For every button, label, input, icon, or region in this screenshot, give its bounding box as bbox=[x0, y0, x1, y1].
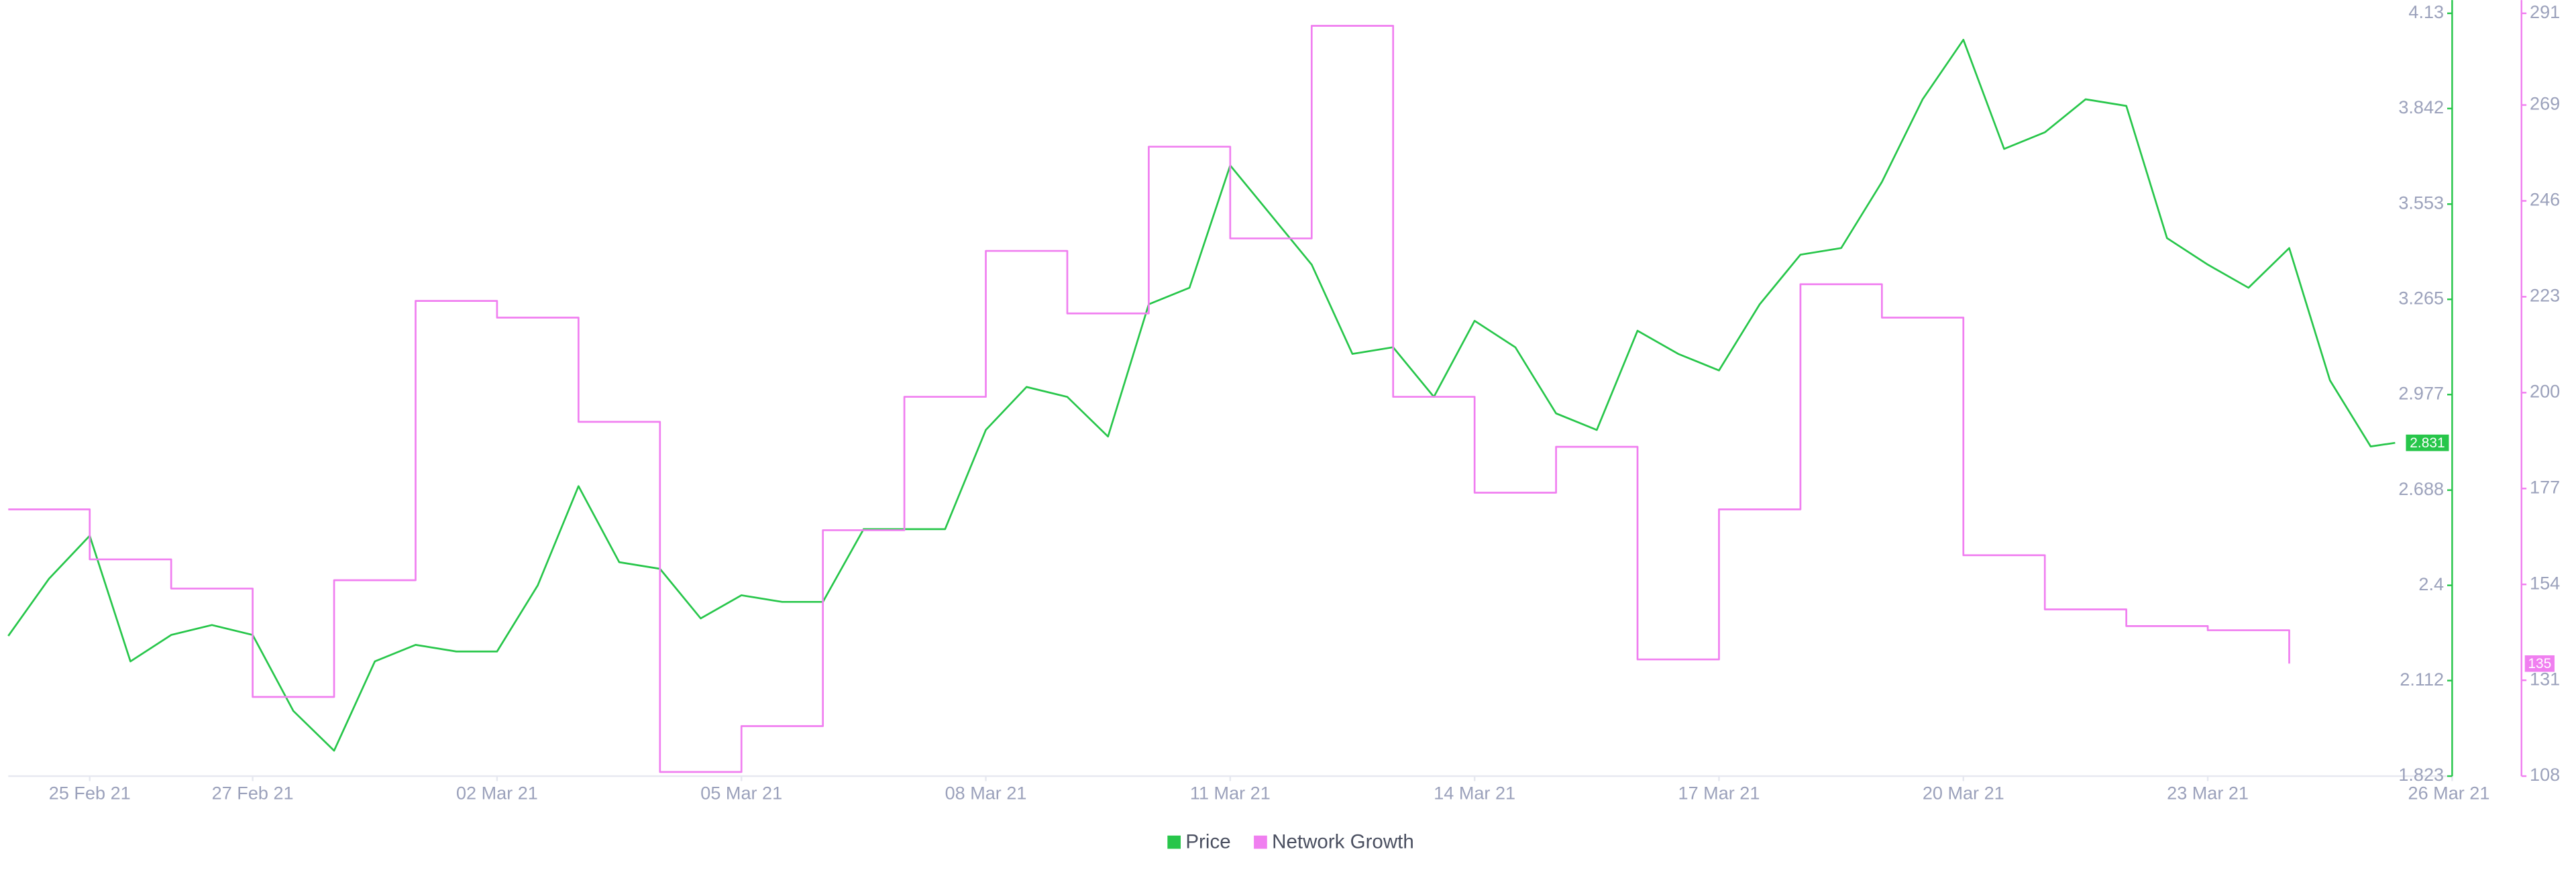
x-tick-label: 11 Mar 21 bbox=[1190, 782, 1271, 803]
y-tick-label: 2.977 bbox=[2398, 382, 2444, 403]
legend-swatch bbox=[1167, 835, 1181, 849]
x-tick-label: 17 Mar 21 bbox=[1678, 782, 1760, 803]
legend-item: Network Growth bbox=[1254, 831, 1414, 853]
series-line bbox=[7, 38, 2396, 752]
x-tick-label: 26 Mar 21 bbox=[2408, 782, 2490, 803]
series-line bbox=[8, 25, 2290, 773]
current-value-badge bbox=[2406, 434, 2449, 451]
legend-item: Price bbox=[1167, 831, 1231, 853]
y-tick-label: 3.265 bbox=[2398, 287, 2444, 308]
y-tick-label: 2.112 bbox=[2400, 669, 2444, 690]
current-value-badge bbox=[2524, 655, 2555, 672]
x-tick-label: 27 Feb 21 bbox=[212, 782, 294, 803]
x-tick-label: 25 Feb 21 bbox=[49, 782, 131, 803]
y2-tick-label: 246 bbox=[2530, 189, 2560, 210]
y2-tick-label: 108 bbox=[2530, 764, 2560, 785]
y2-tick-label: 154 bbox=[2530, 572, 2560, 593]
x-tick-label: 23 Mar 21 bbox=[2167, 782, 2249, 803]
legend-label: Price bbox=[1185, 831, 1230, 853]
y2-tick-label: 177 bbox=[2530, 476, 2560, 497]
y-tick-label: 2.688 bbox=[2398, 478, 2444, 499]
y-tick-label: 4.13 bbox=[2408, 1, 2444, 22]
current-value-label: 2.831 bbox=[2410, 435, 2445, 451]
y2-tick-label: 291 bbox=[2530, 1, 2560, 22]
y2-tick-label: 200 bbox=[2530, 381, 2560, 402]
legend-label: Network Growth bbox=[1272, 831, 1414, 853]
y2-tick-label: 269 bbox=[2530, 93, 2560, 114]
x-tick-label: 05 Mar 21 bbox=[700, 782, 782, 803]
y-tick-label: 2.4 bbox=[2418, 574, 2444, 594]
y-tick-label: 1.823 bbox=[2398, 764, 2444, 785]
x-tick-label: 02 Mar 21 bbox=[456, 782, 538, 803]
current-value-label: 135 bbox=[2528, 656, 2551, 671]
y-tick-label: 3.842 bbox=[2398, 97, 2444, 117]
y-tick-label: 3.553 bbox=[2398, 192, 2444, 213]
x-tick-label: 08 Mar 21 bbox=[945, 782, 1027, 803]
x-tick-label: 14 Mar 21 bbox=[1434, 782, 1515, 803]
x-tick-label: 20 Mar 21 bbox=[1923, 782, 2004, 803]
legend-swatch bbox=[1254, 835, 1267, 849]
y2-tick-label: 223 bbox=[2530, 285, 2560, 306]
